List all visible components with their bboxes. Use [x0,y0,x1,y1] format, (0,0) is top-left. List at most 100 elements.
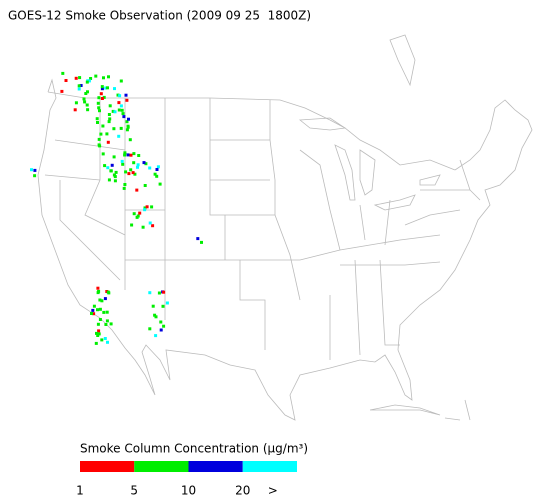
smoke-pixel [158,182,162,186]
smoke-pixel [91,308,95,312]
smoke-pixel [102,76,105,80]
smoke-pixel [113,175,117,179]
smoke-pixel [105,310,109,314]
smoke-pixel [113,87,116,91]
smoke-pixel [104,86,108,90]
smoke-pixel [148,166,152,170]
smoke-pixel [123,183,127,186]
smoke-pixel [162,290,166,294]
smoke-pixel [133,172,137,176]
smoke-pixel [106,340,109,344]
legend-label: > [268,484,278,498]
smoke-pixel [125,120,129,124]
smoke-pixel [107,120,111,124]
smoke-pixel [119,104,123,108]
smoke-pixel [98,307,102,311]
smoke-pixel [60,89,64,93]
smoke-pixel [103,337,107,340]
smoke-pixel [153,313,157,317]
smoke-pixel [89,77,93,80]
smoke-pixel [99,132,103,136]
smoke-pixel [132,161,136,165]
smoke-pixel [98,109,101,113]
smoke-pixel [154,315,158,319]
smoke-pixel [90,312,93,315]
smoke-pixel [106,140,110,144]
smoke-pixel [129,153,133,157]
smoke-pixel [100,85,104,89]
smoke-pixel [97,329,101,333]
smoke-pixel [96,121,99,124]
smoke-pixel [96,322,100,326]
smoke-pixel [148,221,152,225]
smoke-pixel [113,110,117,114]
smoke-pixel [162,324,166,328]
smoke-pixel [74,76,78,80]
smoke-pixel [153,172,157,176]
smoke-pixel [82,97,86,101]
smoke-pixel [114,170,118,174]
legend-labels: 1 5 10 20 > [76,484,278,498]
smoke-pixel [138,211,142,215]
smoke-pixel [159,328,163,332]
smoke-pixel [131,171,135,175]
legend-swatch [134,461,189,472]
smoke-pixel [144,162,148,166]
smoke-pixel [119,79,123,83]
smoke-pixel [129,168,133,172]
legend-swatch [80,461,135,472]
smoke-pixel [33,174,37,178]
smoke-pixel [122,115,126,119]
smoke-pixel [106,86,109,90]
smoke-pixel [30,168,33,172]
smoke-pixel [96,101,100,105]
smoke-pixel [118,94,122,98]
smoke-pixel [101,124,105,128]
legend-label: 5 [130,484,138,498]
smoke-pixel [165,301,169,305]
smoke-pixel [103,164,107,168]
smoke-pixel [117,108,121,112]
smoke-pixel [99,92,103,96]
smoke-pixel [145,205,149,209]
smoke-pixel [148,291,152,295]
smoke-pixel [136,163,140,167]
smoke-pixel [86,90,89,94]
smoke-pixel [102,95,106,99]
smoke-pixel [107,178,111,182]
smoke-pixel [85,80,89,84]
smoke-pixel [113,179,117,183]
smoke-pixel [97,137,101,141]
smoke-pixel [136,165,139,169]
smoke-pixel [92,312,96,316]
smoke-pixel [123,153,127,157]
smoke-pixel [155,168,159,171]
smoke-pixel [137,154,141,157]
smoke-pixel [121,112,125,116]
smoke-pixel [109,322,113,326]
smoke-pixel [61,71,65,75]
smoke-pixel [126,125,130,129]
smoke-pixel [100,299,104,303]
smoke-pixel [121,162,125,166]
smoke-pixel [108,117,112,121]
smoke-pixel [96,286,100,290]
smoke-pixel [94,74,98,78]
smoke-pixel [98,318,102,321]
smoke-pixel [120,159,124,163]
legend-label: 1 [76,484,84,498]
smoke-pixel [94,341,98,345]
smoke-pixel [105,319,109,323]
smoke-layer [30,71,203,345]
smoke-pixel [151,304,155,308]
smoke-pixel [86,108,90,112]
smoke-pixel [127,117,130,121]
title: GOES-12 Smoke Observation (2009 09 25 18… [8,9,311,23]
state-lines [44,98,481,360]
smoke-pixel [117,134,121,138]
smoke-pixel [96,291,100,295]
smoke-pixel [109,169,113,173]
smoke-pixel [119,126,123,130]
smoke-pixel [132,152,136,156]
